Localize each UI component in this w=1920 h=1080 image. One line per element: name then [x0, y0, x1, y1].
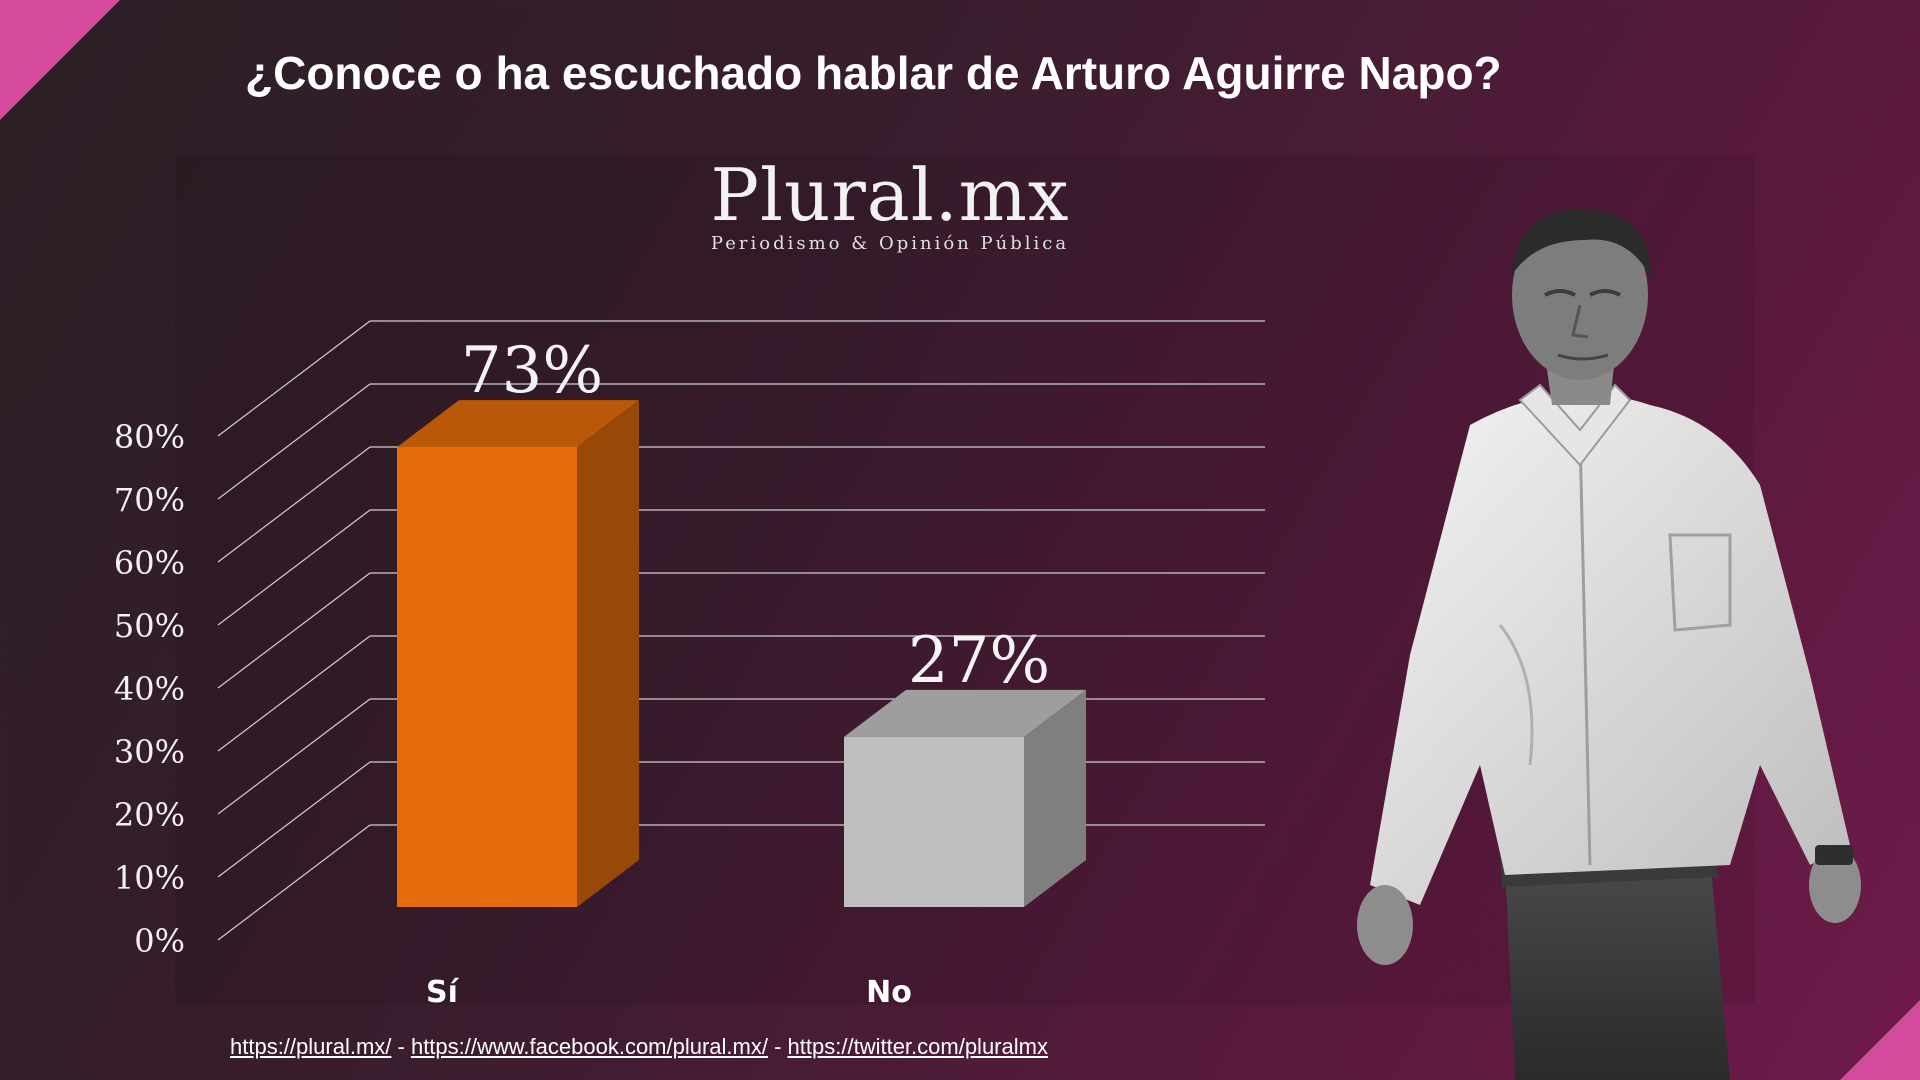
y-tick-label: 0% — [134, 922, 185, 960]
logo-tagline: Periodismo & Opinión Pública — [710, 233, 1070, 254]
corner-accent-top-left — [0, 0, 120, 120]
y-tick-label: 10% — [114, 859, 185, 897]
bar-value-label: 27% — [908, 624, 1050, 698]
footer-separator: - — [391, 1034, 411, 1059]
footer-link-website[interactable]: https://plural.mx/ — [230, 1034, 392, 1059]
footer-links: https://plural.mx/ - https://www.faceboo… — [230, 1034, 1230, 1060]
bar-top — [844, 689, 1086, 737]
bar-side — [577, 400, 639, 907]
bar — [397, 447, 577, 907]
plural-logo: Plural.mx Periodismo & Opinión Pública — [660, 155, 1120, 254]
gridline-diagonal — [217, 320, 371, 437]
y-tick-label: 70% — [114, 481, 185, 519]
y-tick-label: 80% — [114, 418, 185, 456]
bar-side — [1024, 689, 1086, 907]
footer-link-twitter[interactable]: https://twitter.com/pluralmx — [787, 1034, 1048, 1059]
x-category-label: No — [866, 975, 912, 1010]
bar-value-label: 73% — [461, 334, 603, 408]
gridline-diagonal — [217, 383, 371, 500]
y-tick-label: 40% — [114, 670, 185, 708]
footer-separator: - — [767, 1034, 788, 1059]
page-title: ¿Conoce o ha escuchado hablar de Arturo … — [245, 47, 1502, 99]
bar — [844, 736, 1024, 907]
gridline-diagonal — [217, 635, 371, 752]
y-tick-label: 30% — [114, 733, 185, 771]
bar-top — [397, 400, 639, 448]
y-tick-label: 50% — [114, 607, 185, 645]
logo-name: Plural.mx — [710, 153, 1070, 237]
y-tick-label: 20% — [114, 796, 185, 834]
gridline-diagonal — [217, 446, 371, 563]
person-photo — [1357, 209, 1861, 1080]
gridline-diagonal — [217, 509, 371, 626]
gridline-diagonal — [217, 698, 371, 815]
x-category-label: Sí — [426, 975, 460, 1010]
footer-link-facebook[interactable]: https://www.facebook.com/plural.mx/ — [410, 1034, 768, 1059]
gridline-diagonal — [217, 572, 371, 689]
gridline-diagonal — [217, 761, 371, 878]
corner-accent-bottom-right — [1840, 1000, 1920, 1080]
gridline-diagonal — [217, 824, 371, 941]
y-tick-label: 60% — [114, 544, 185, 582]
